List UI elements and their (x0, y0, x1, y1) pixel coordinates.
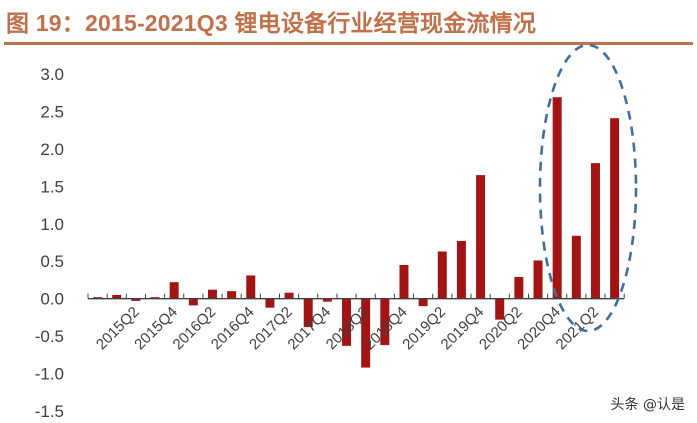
bar-2017Q3 (303, 298, 313, 328)
bar-2020Q1 (495, 298, 505, 320)
bar-2020Q4 (552, 97, 562, 299)
bar-2017Q4 (322, 298, 332, 302)
bar-2015Q1 (112, 294, 122, 299)
y-tick-label: -1.5 (35, 402, 64, 421)
bar-2021Q3 (610, 118, 620, 299)
chart-title: 图 19：2015-2021Q3 锂电设备行业经营现金流情况 (6, 10, 537, 36)
bar-2021Q2 (590, 163, 600, 299)
bar-2016Q3 (227, 291, 237, 299)
bar-2017Q2 (284, 292, 294, 299)
y-tick-label: 3.0 (40, 65, 64, 84)
bar-2019Q2 (437, 251, 447, 299)
bar-2015Q3 (150, 297, 160, 299)
bar-2015Q2 (131, 298, 141, 301)
bar-2018Q3 (380, 298, 390, 346)
y-tick-label: -0.5 (35, 327, 64, 346)
bar-2018Q4 (399, 264, 409, 299)
y-tick-label: 2.0 (40, 140, 64, 159)
y-tick-label: 0.5 (40, 252, 64, 271)
bar-2021Q1 (571, 235, 581, 299)
bar-2017Q1 (265, 298, 275, 308)
bar-2019Q3 (456, 241, 466, 299)
bar-2016Q4 (246, 275, 256, 299)
bar-2014Q4 (93, 297, 103, 299)
bar-2019Q1 (418, 298, 428, 307)
y-tick-label: 2.5 (40, 102, 64, 121)
y-tick-label: 1.5 (40, 177, 64, 196)
watermark: 头条 @认是 (610, 397, 685, 413)
y-tick-label: 0.0 (40, 290, 64, 309)
highlight-ellipse (538, 43, 638, 333)
y-tick-label: 1.0 (40, 215, 64, 234)
bar-2016Q2 (207, 289, 217, 299)
bar-2016Q1 (188, 298, 198, 306)
y-tick-label: -1.0 (35, 365, 64, 384)
bar-2019Q4 (476, 175, 486, 299)
title-divider-right (512, 42, 693, 45)
bar-2018Q2 (361, 298, 371, 368)
bar-2018Q1 (342, 298, 352, 346)
bar-2020Q2 (514, 276, 524, 299)
title-divider (4, 42, 512, 45)
bar-2015Q4 (169, 282, 179, 299)
bar-2020Q3 (533, 260, 543, 299)
